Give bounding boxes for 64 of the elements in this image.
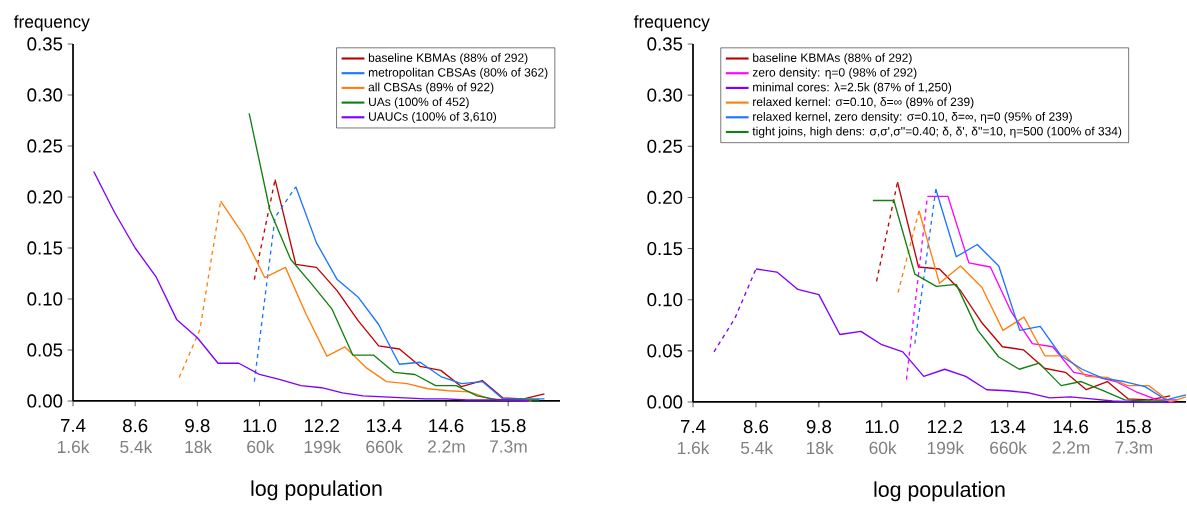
x-tick-label: 14.6 bbox=[1053, 420, 1088, 434]
x2-tick-label: 199k bbox=[927, 441, 965, 455]
legend-label: zero density: η=0 (98% of 292) bbox=[752, 67, 917, 80]
x2-tick-label: 1.6k bbox=[677, 441, 710, 455]
legend-label: baseline KBMAs (88% of 292) bbox=[753, 53, 912, 65]
x2-tick-label: 60k bbox=[869, 441, 897, 455]
y-tick-label: 0.20 bbox=[27, 190, 63, 204]
x2-tick-label: 1.6k bbox=[57, 440, 90, 454]
y-tick-label: 0.15 bbox=[647, 241, 683, 256]
y-tick-label: 0.30 bbox=[647, 88, 683, 102]
y-tick-label: 0.00 bbox=[647, 395, 683, 409]
x2-tick-label: 7.3m bbox=[490, 440, 527, 453]
y-tick-label: 0.00 bbox=[27, 394, 63, 408]
y-tick-label: 0.25 bbox=[27, 139, 63, 153]
x2-tick-label: 7.3m bbox=[1115, 441, 1152, 454]
x-tick-label: 11.0 bbox=[865, 420, 899, 434]
legend-label: UAUCs (100% of 3,610) bbox=[369, 111, 497, 124]
y-tick-label: 0.05 bbox=[27, 343, 63, 357]
legend-label: relaxed kernel: σ=0.10, δ=∞ (89% of 239) bbox=[753, 97, 974, 109]
x-tick-label: 15.8 bbox=[491, 419, 526, 433]
legend-label: tight joins, high dens: σ,σ',σ''=0.40; δ, δ', δ''=10, η=500 (100% of 334) bbox=[752, 126, 1122, 138]
x-tick-label: 13.4 bbox=[367, 419, 402, 433]
x-tick-label: 7.4 bbox=[681, 420, 706, 433]
x2-tick-label: 18k bbox=[806, 441, 834, 455]
y-axis-title: frequency bbox=[13, 15, 90, 32]
legend-label: all CBSAs (89% of 922) bbox=[368, 82, 494, 94]
x-tick-label: 11.0 bbox=[243, 419, 277, 433]
y-tick-label: 0.15 bbox=[27, 241, 63, 255]
legend-label: metropolitan CBSAs (80% of 362) bbox=[368, 67, 548, 80]
x-tick-label: 9.8 bbox=[185, 419, 210, 433]
x2-tick-label: 5.4k bbox=[120, 440, 153, 454]
y-tick-label: 0.10 bbox=[647, 293, 683, 307]
x-tick-label: 13.4 bbox=[990, 420, 1026, 434]
y-tick-label: 0.05 bbox=[647, 344, 683, 358]
x-tick-label: 15.8 bbox=[1116, 420, 1151, 434]
x2-tick-label: 5.4k bbox=[740, 441, 774, 455]
x2-tick-label: 60k bbox=[247, 440, 275, 454]
x2-tick-label: 18k bbox=[185, 440, 213, 454]
x-axis-title: log population bbox=[874, 481, 1005, 502]
y-axis-title: frequency bbox=[633, 15, 710, 32]
y-tick-label: 0.25 bbox=[647, 139, 683, 153]
x-tick-label: 9.8 bbox=[806, 420, 832, 434]
line-series bbox=[872, 199, 1166, 402]
y-tick-label: 0.35 bbox=[647, 37, 683, 51]
legend-label: minimal cores: λ=2.5k (87% of 1,250) bbox=[753, 82, 952, 94]
x-axis-title: log population bbox=[251, 480, 382, 501]
x2-tick-label: 660k bbox=[366, 440, 404, 454]
x-tick-label: 12.2 bbox=[928, 420, 962, 434]
y-tick-label: 0.20 bbox=[647, 190, 683, 205]
x-tick-label: 7.4 bbox=[61, 419, 86, 432]
x-tick-label: 14.6 bbox=[429, 419, 464, 433]
x-tick-label: 8.6 bbox=[123, 419, 148, 433]
x-tick-label: 12.2 bbox=[304, 419, 339, 433]
x-tick-label: 8.6 bbox=[743, 420, 769, 434]
legend-label: UAs (100% of 452) bbox=[369, 97, 469, 109]
x2-tick-label: 199k bbox=[304, 440, 342, 454]
y-tick-label: 0.35 bbox=[27, 37, 63, 51]
y-tick-label: 0.30 bbox=[27, 88, 63, 102]
legend-label: relaxed kernel, zero density: σ=0.10, δ=∞, η=0 (95% of 239) bbox=[753, 111, 1072, 124]
x2-tick-label: 2.2m bbox=[428, 440, 465, 453]
x2-tick-label: 2.2m bbox=[1052, 441, 1090, 454]
legend-label: baseline KBMAs (88% of 292) bbox=[368, 53, 528, 65]
x2-tick-label: 660k bbox=[990, 441, 1027, 455]
y-tick-label: 0.10 bbox=[27, 292, 63, 306]
